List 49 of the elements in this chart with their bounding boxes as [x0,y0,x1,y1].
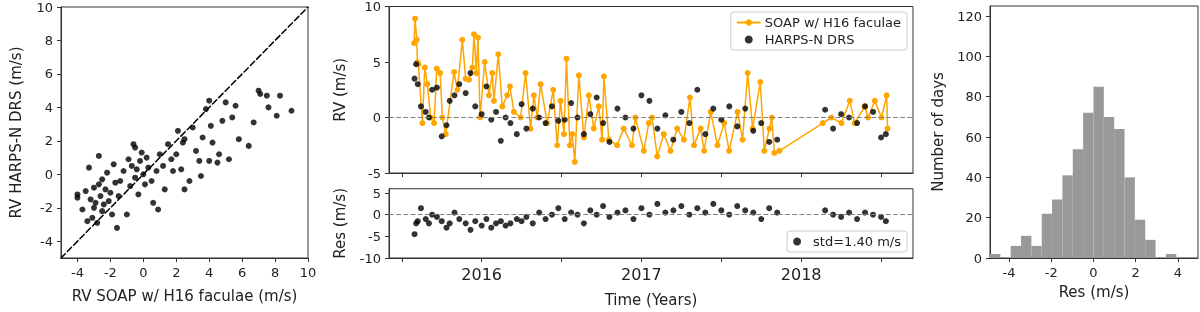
y-tick-label: 8 [44,32,53,48]
x-tick-label: 8 [270,265,280,280]
x-tick-label: 4 [1173,265,1183,280]
y-tick-label: 0 [372,110,381,125]
y-axis-title: Res (m/s) [330,188,349,259]
x-tick-label: 10 [299,265,317,280]
legend-label: HARPS-N DRS [764,32,855,47]
x-tick-label: 2016 [461,264,503,284]
x-axis-title: Res (m/s) [1058,282,1130,301]
y-axis-title: Number of days [928,71,947,192]
y-tick-label: 2 [44,133,53,149]
y-tick-label: 5 [372,185,381,201]
x-tick-label: 2 [1131,265,1140,280]
y-tick-label: 80 [965,89,982,105]
x-axis-title: Time (Years) [603,290,698,309]
legend-label: SOAP w/ H16 faculae [764,15,902,30]
legend-label: std=1.40 m/s [813,234,902,249]
y-tick-label: 0 [372,207,381,223]
y-tick-label: 4 [44,99,53,115]
x-tick-label: -4 [1002,265,1016,280]
x-tick-label: 2017 [621,264,662,284]
y-tick-label: 60 [965,129,982,145]
y-tick-label: 100 [957,48,982,64]
y-tick-label: -5 [368,228,381,244]
y-tick-label: 0 [44,166,53,182]
y-tick-label: 10 [36,0,53,15]
x-tick-label: -2 [1044,265,1058,280]
y-tick-label: 20 [965,210,982,226]
y-tick-label: 6 [44,66,53,82]
x-tick-label: 4 [205,265,214,280]
y-tick-label: 40 [965,169,982,185]
y-tick-label: 5 [372,54,381,70]
x-tick-label: 0 [139,265,148,280]
x-tick-label: 0 [1089,265,1098,280]
x-tick-label: -4 [70,265,84,280]
y-axis-title: RV (m/s) [330,57,349,122]
x-tick-label: -2 [103,265,117,280]
y-tick-label: 0 [973,250,982,266]
y-axis-title: RV HARPS-N DRS (m/s) [6,46,25,219]
y-tick-label: -4 [40,233,53,249]
x-tick-label: 2018 [780,264,822,284]
y-tick-label: 120 [957,8,982,24]
y-tick-label: -10 [359,250,381,266]
x-tick-label: 6 [237,265,247,280]
x-axis-title: RV SOAP w/ H16 faculae (m/s) [71,286,298,305]
y-tick-label: -5 [368,165,381,181]
y-tick-label: -2 [40,200,53,216]
x-tick-label: 2 [172,265,181,280]
y-tick-label: 10 [364,0,381,14]
